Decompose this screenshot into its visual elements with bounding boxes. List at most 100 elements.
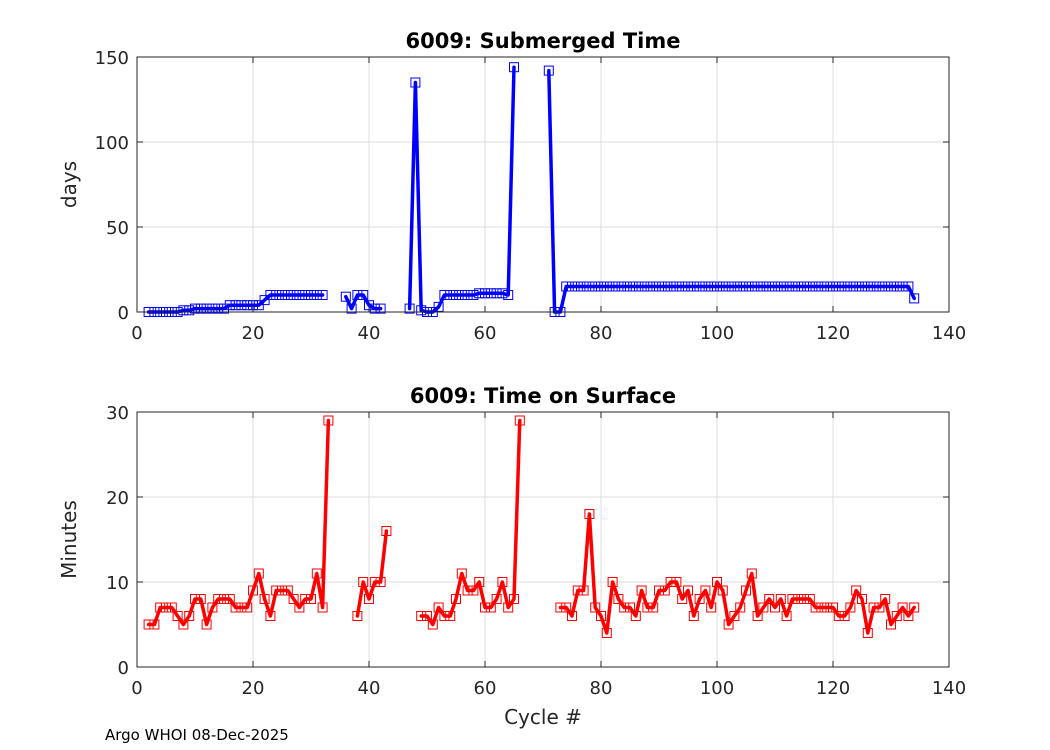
- series-line: [146, 418, 331, 627]
- x-tick-label: 0: [131, 678, 142, 699]
- data-point: [491, 288, 502, 299]
- data-point: [352, 290, 363, 300]
- data-point: [607, 281, 618, 292]
- data-point: [810, 281, 821, 292]
- data-point: [567, 611, 577, 621]
- y-axis-label: days: [57, 161, 81, 208]
- data-point: [909, 602, 920, 613]
- data-point: [625, 602, 635, 613]
- data-point: [868, 281, 879, 292]
- data-point: [857, 281, 867, 292]
- data-point: [207, 602, 218, 613]
- data-point: [259, 295, 270, 306]
- data-point: [804, 281, 815, 292]
- data-point: [816, 281, 827, 292]
- data-point: [688, 281, 699, 292]
- data-point: [224, 594, 235, 604]
- data-point: [195, 303, 206, 314]
- data-point: [613, 281, 624, 292]
- data-point: [219, 594, 229, 604]
- data-point: [242, 300, 253, 311]
- data-point: [671, 577, 682, 587]
- data-point: [874, 602, 885, 613]
- data-point: [271, 290, 282, 300]
- y-tick-label: 0: [118, 658, 129, 679]
- data-point: [410, 77, 421, 88]
- data-point: [317, 602, 328, 613]
- plot-area: [137, 57, 949, 312]
- data-point: [578, 585, 589, 596]
- series-line: [344, 293, 383, 311]
- data-point: [213, 303, 224, 314]
- data-point: [694, 281, 705, 292]
- data-point: [422, 611, 432, 621]
- data-point: [259, 594, 270, 604]
- data-point: [903, 611, 914, 621]
- data-point: [230, 300, 241, 311]
- data-point: [874, 281, 885, 292]
- data-point: [155, 602, 166, 613]
- data-point: [509, 594, 519, 604]
- data-point: [503, 290, 514, 300]
- data-point: [288, 594, 299, 604]
- y-tick-label: 150: [95, 48, 129, 69]
- data-point: [619, 281, 630, 292]
- data-point: [723, 619, 734, 630]
- data-point: [868, 602, 879, 613]
- data-point: [596, 611, 606, 621]
- data-point: [787, 594, 798, 604]
- data-point: [236, 300, 247, 311]
- data-point: [775, 281, 786, 292]
- data-point: [694, 594, 705, 604]
- chart-title: 6009: Time on Surface: [410, 384, 676, 408]
- data-point: [752, 611, 763, 621]
- data-point: [294, 290, 305, 300]
- data-point: [369, 577, 380, 587]
- data-point: [230, 602, 241, 613]
- data-point: [781, 611, 792, 621]
- data-point: [480, 288, 490, 299]
- data-point: [300, 290, 311, 300]
- data-point: [712, 577, 722, 587]
- data-point: [665, 577, 676, 587]
- series-line: [355, 529, 389, 618]
- data-point: [358, 290, 369, 300]
- data-point: [439, 290, 450, 300]
- data-point: [828, 281, 838, 292]
- data-point: [503, 602, 514, 613]
- data-point: [381, 526, 392, 536]
- data-point: [810, 602, 821, 613]
- data-point: [143, 619, 154, 630]
- data-point: [799, 281, 809, 292]
- data-point: [654, 281, 664, 292]
- data-point: [659, 281, 670, 292]
- data-point: [375, 303, 386, 314]
- data-point: [451, 594, 461, 604]
- data-point: [787, 281, 798, 292]
- data-point: [903, 281, 914, 292]
- data-point: [683, 281, 693, 292]
- data-point: [619, 602, 630, 613]
- data-point: [543, 65, 554, 76]
- data-point: [514, 415, 525, 426]
- data-point: [485, 288, 496, 299]
- data-point: [839, 281, 850, 292]
- data-point: [433, 602, 444, 613]
- footer-credit: Argo WHOI 08-Dec-2025: [105, 726, 289, 744]
- data-point: [648, 602, 659, 613]
- data-point: [161, 602, 171, 613]
- data-point: [416, 611, 427, 621]
- data-point: [636, 585, 647, 596]
- data-point: [659, 585, 670, 596]
- data-point: [833, 281, 844, 292]
- data-point: [172, 611, 183, 621]
- data-point: [224, 300, 235, 311]
- data-point: [746, 281, 757, 292]
- data-point: [706, 602, 717, 613]
- data-point: [677, 281, 688, 292]
- data-point: [451, 290, 461, 300]
- data-point: [764, 594, 775, 604]
- data-point: [480, 602, 490, 613]
- data-point: [735, 602, 746, 613]
- data-point: [654, 585, 664, 596]
